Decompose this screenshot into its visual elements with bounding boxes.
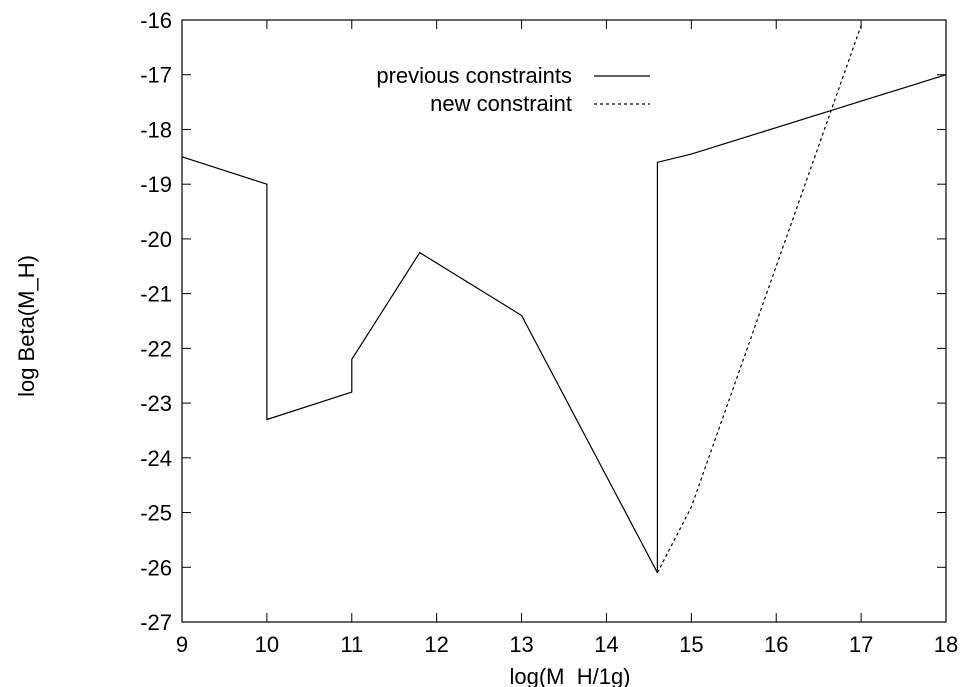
y-tick-label: -26 — [140, 555, 172, 580]
series-line-2 — [656, 25, 862, 573]
plot-area — [181, 19, 947, 623]
y-tick-label: -18 — [140, 117, 172, 142]
x-tick-label: 13 — [509, 632, 533, 657]
plot-frame — [181, 19, 947, 623]
y-tick-label: -16 — [140, 8, 172, 33]
x-tick-label: 14 — [594, 632, 618, 657]
x-tick-label: 9 — [176, 632, 188, 657]
y-tick-label: -24 — [140, 446, 172, 471]
y-tick-label: -22 — [140, 336, 172, 361]
x-axis-title: log(M_H/1g) — [509, 664, 630, 687]
y-tick-label: -19 — [140, 172, 172, 197]
x-tick-label: 16 — [764, 632, 788, 657]
y-tick-label: -21 — [140, 282, 172, 307]
x-tick-label: 18 — [934, 632, 958, 657]
y-tick-label: -25 — [140, 501, 172, 526]
legend-label-1: previous constraints — [376, 63, 572, 88]
y-tick-label: -27 — [140, 610, 172, 635]
series-layer — [181, 25, 947, 573]
x-tick-label: 17 — [849, 632, 873, 657]
x-tick-label: 15 — [679, 632, 703, 657]
x-tick-label: 10 — [255, 632, 279, 657]
y-axis-title: log Beta(M_H) — [14, 255, 39, 397]
y-tick-label: -23 — [140, 391, 172, 416]
tick-layer: 9 10 11 12 13 14 15 16 17 18 -16 -17 -18 -19 -20 -21 -22… — [140, 8, 958, 657]
legend: previous constraints new constraint — [376, 63, 650, 116]
legend-label-2: new constraint — [430, 91, 572, 116]
x-tick-label: 11 — [340, 632, 363, 657]
series-line-1 — [181, 74, 947, 573]
y-tick-label: -20 — [140, 227, 172, 252]
x-tick-label: 12 — [424, 632, 448, 657]
y-tick-label: -17 — [140, 63, 172, 88]
